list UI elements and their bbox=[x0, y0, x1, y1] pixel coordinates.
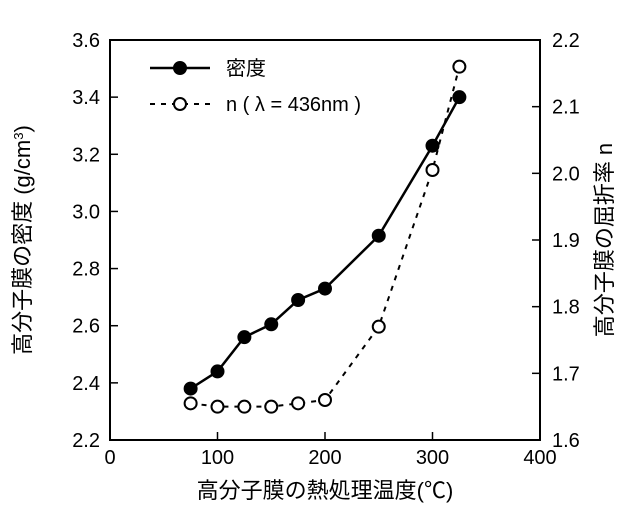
series-marker-density bbox=[212, 365, 224, 377]
y-left-tick-label: 2.6 bbox=[72, 316, 100, 338]
series-marker-refractive-index bbox=[292, 397, 304, 409]
y-left-tick-label: 3.6 bbox=[72, 30, 100, 52]
x-axis-label: 高分子膜の熱処理温度(℃) bbox=[197, 478, 454, 503]
series-marker-density bbox=[373, 230, 385, 242]
legend-label-refractive-index: n ( λ = 436nm ) bbox=[226, 94, 361, 116]
legend-marker-density bbox=[174, 62, 186, 74]
y-left-tick-label: 2.4 bbox=[72, 373, 100, 395]
series-marker-density bbox=[292, 294, 304, 306]
series-marker-refractive-index bbox=[427, 164, 439, 176]
y-right-tick-label: 2.2 bbox=[552, 30, 580, 52]
series-marker-refractive-index bbox=[453, 61, 465, 73]
y-right-axis-label: 高分子膜の屈折率 n bbox=[592, 143, 617, 337]
series-marker-density bbox=[185, 383, 197, 395]
series-marker-density bbox=[319, 283, 331, 295]
y-right-tick-label: 2.0 bbox=[552, 163, 580, 185]
y-right-tick-label: 1.9 bbox=[552, 230, 580, 252]
y-right-tick-label: 1.7 bbox=[552, 363, 580, 385]
y-left-tick-label: 3.0 bbox=[72, 201, 100, 223]
y-left-tick-label: 3.2 bbox=[72, 144, 100, 166]
x-tick-label: 200 bbox=[308, 447, 341, 469]
series-marker-refractive-index bbox=[212, 401, 224, 413]
series-marker-refractive-index bbox=[319, 394, 331, 406]
series-marker-density bbox=[453, 91, 465, 103]
series-marker-density bbox=[427, 140, 439, 152]
dual-axis-chart: 0100200300400高分子膜の熱処理温度(℃)2.22.42.62.83.… bbox=[0, 0, 632, 524]
legend-label-density: 密度 bbox=[226, 57, 266, 80]
x-tick-label: 100 bbox=[201, 447, 234, 469]
y-left-tick-label: 2.2 bbox=[72, 430, 100, 452]
y-right-tick-label: 1.8 bbox=[552, 297, 580, 319]
series-marker-density bbox=[238, 331, 250, 343]
y-left-axis-label: 高分子膜の密度 (g/cm3) bbox=[10, 125, 35, 355]
series-marker-refractive-index bbox=[238, 401, 250, 413]
series-marker-refractive-index bbox=[373, 321, 385, 333]
y-left-tick-label: 3.4 bbox=[72, 87, 100, 109]
series-marker-refractive-index bbox=[185, 397, 197, 409]
series-marker-refractive-index bbox=[265, 401, 277, 413]
legend-marker-refractive-index bbox=[174, 98, 186, 110]
x-tick-label: 300 bbox=[416, 447, 449, 469]
y-left-tick-label: 2.8 bbox=[72, 259, 100, 281]
y-right-tick-label: 1.6 bbox=[552, 430, 580, 452]
y-right-tick-label: 2.1 bbox=[552, 97, 580, 119]
x-tick-label: 0 bbox=[104, 447, 115, 469]
series-marker-density bbox=[265, 318, 277, 330]
